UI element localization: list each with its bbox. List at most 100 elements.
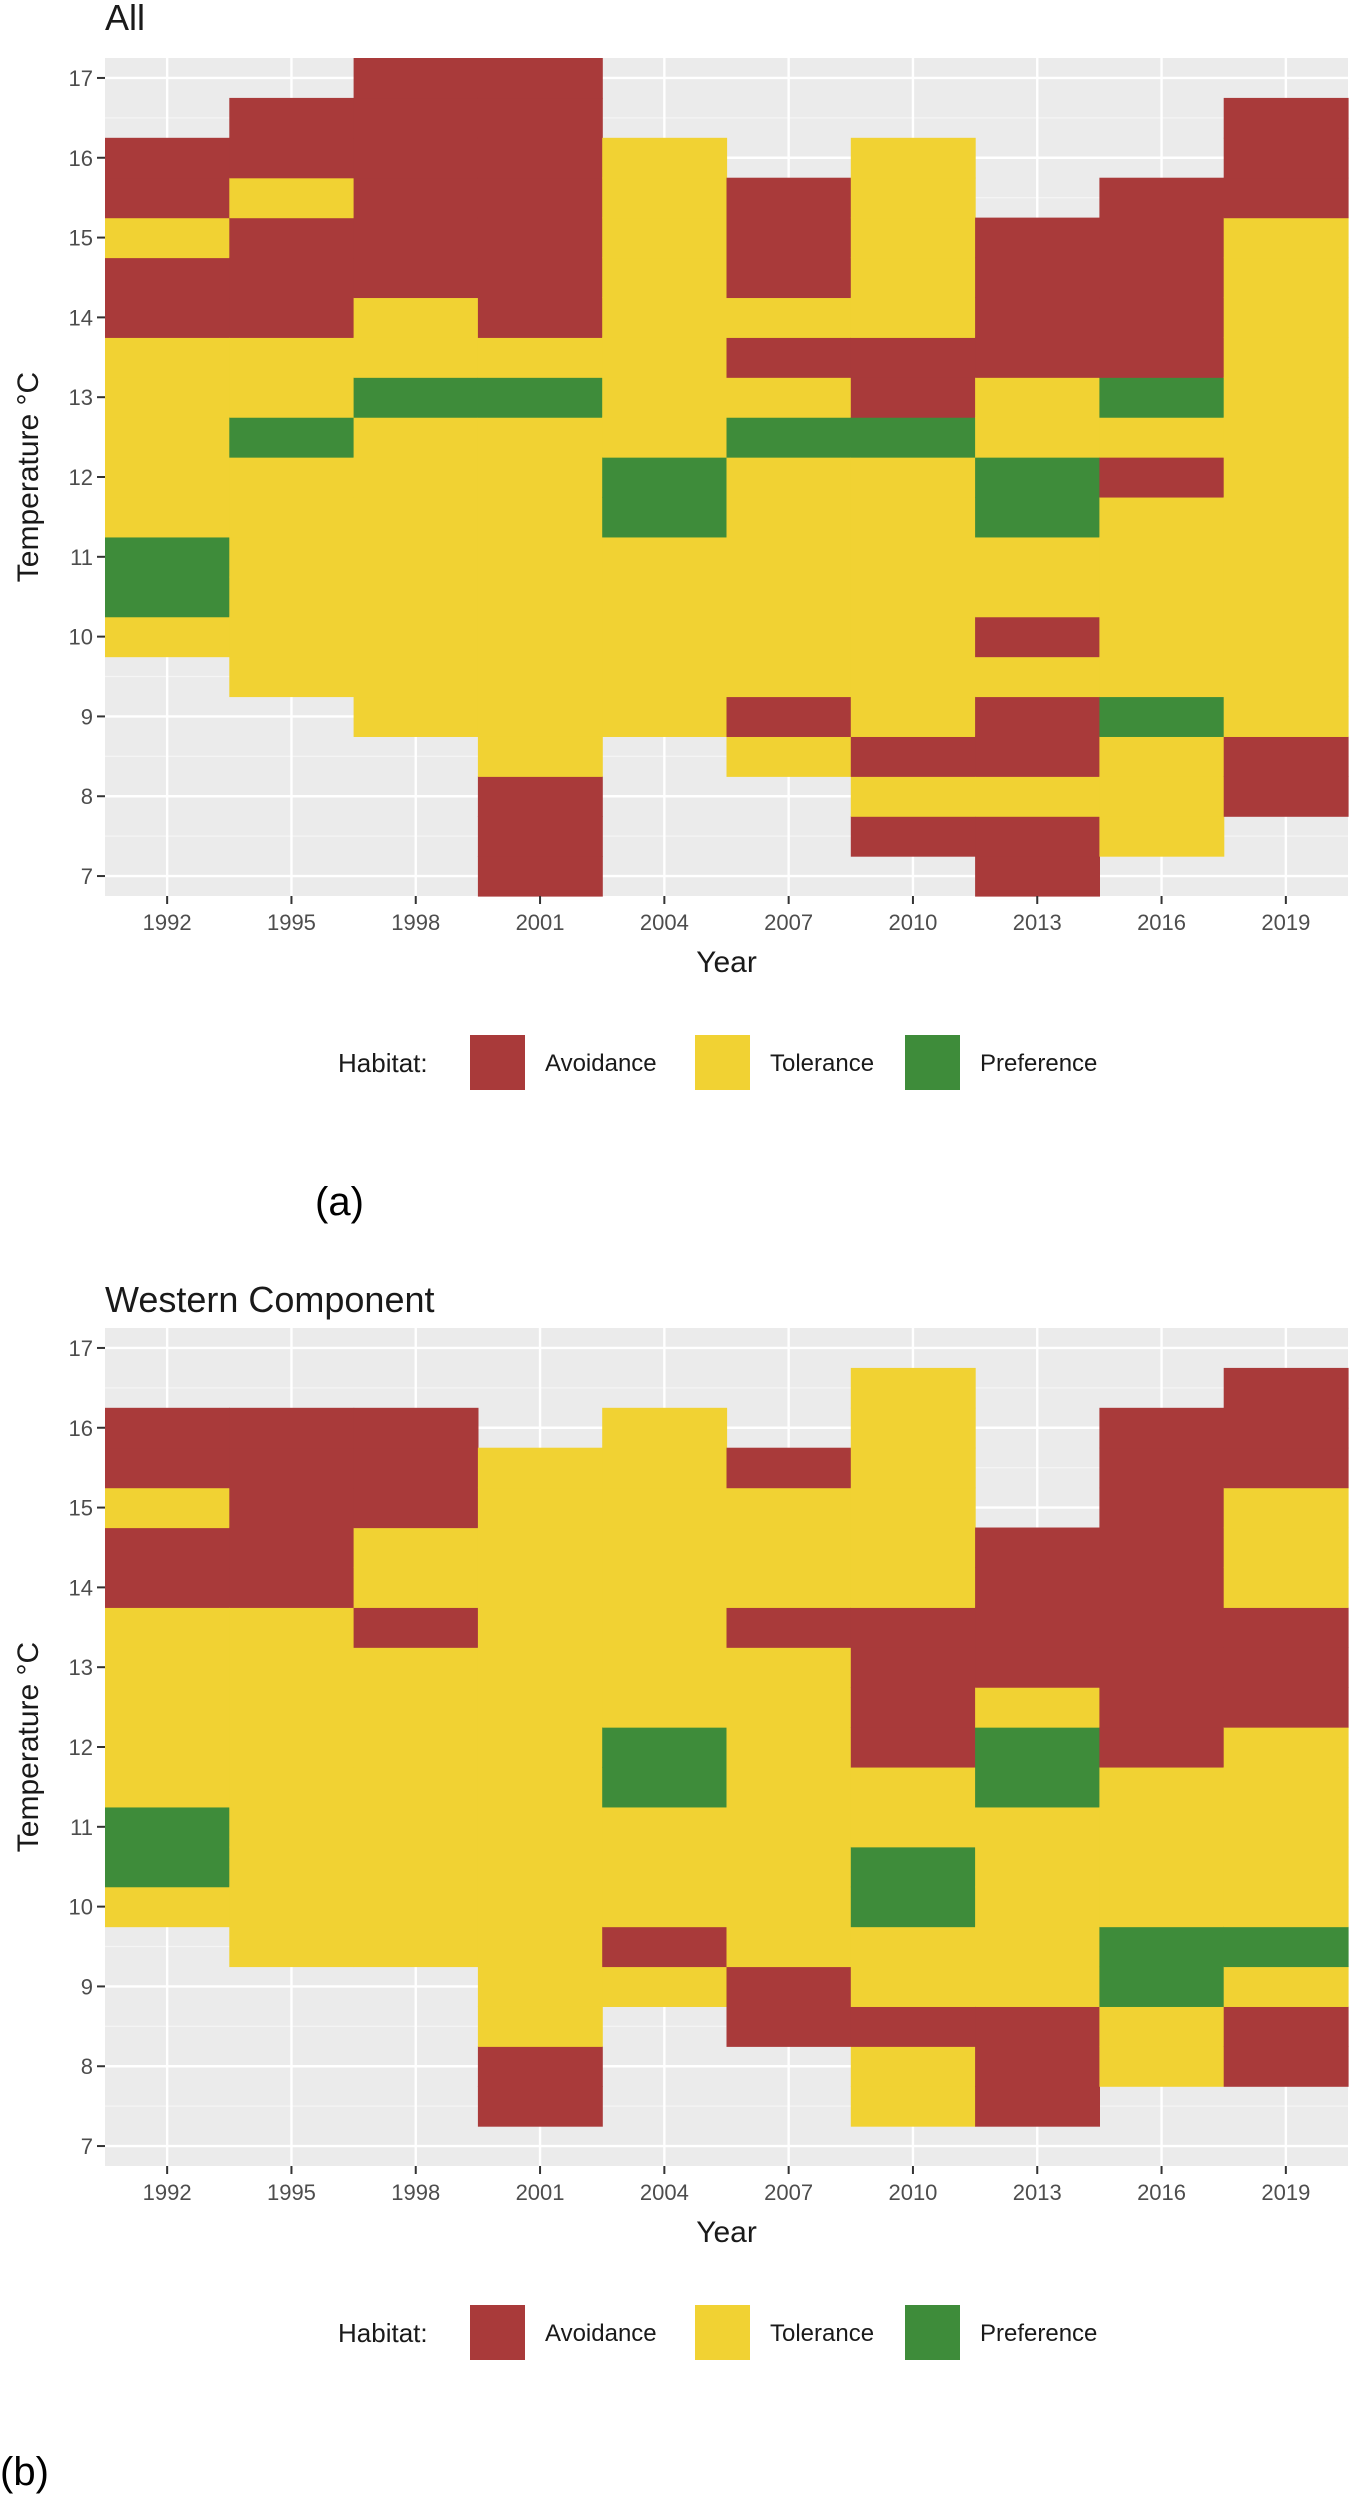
heatmap-cell	[975, 1607, 1100, 1648]
heatmap-cell	[229, 217, 355, 259]
heatmap-cell	[975, 297, 1100, 338]
heatmap-cell	[1099, 457, 1225, 498]
chart-title: Western Component	[105, 1279, 435, 1320]
heatmap-cell	[1099, 177, 1225, 219]
heatmap-cell	[975, 776, 1100, 817]
heatmap-cell	[1223, 1766, 1349, 1808]
heatmap-cell	[850, 816, 976, 857]
heatmap-cell	[726, 1567, 852, 1608]
heatmap-cell	[1223, 1487, 1349, 1529]
heatmap-cell	[477, 297, 603, 338]
heatmap-cell	[975, 576, 1100, 618]
heatmap-cell	[353, 1727, 479, 1768]
heatmap-cell	[353, 417, 479, 458]
x-tick-label: 1992	[143, 2180, 192, 2205]
heatmap-cell	[353, 1447, 479, 1489]
heatmap-cell	[850, 1407, 976, 1449]
heatmap-cell	[477, 1447, 603, 1489]
heatmap-cell	[726, 1687, 852, 1728]
heatmap-cell	[602, 137, 728, 179]
heatmap-cell	[477, 616, 603, 658]
heatmap-cell	[229, 1806, 355, 1848]
heatmap-cell	[1223, 1886, 1349, 1928]
heatmap-cell	[229, 1846, 355, 1888]
heatmap-cell	[105, 1806, 230, 1848]
heatmap-cell	[1099, 1447, 1225, 1489]
heatmap-cell	[975, 217, 1100, 259]
heatmap-cell	[850, 536, 976, 578]
x-tick-label: 2013	[1013, 910, 1062, 935]
heatmap-cell	[105, 1567, 230, 1608]
heatmap-cell	[850, 1886, 976, 1928]
heatmap-cell	[1223, 2006, 1349, 2047]
heatmap-cell	[105, 1766, 230, 1808]
heatmap-cell	[975, 1766, 1100, 1808]
heatmap-cell	[850, 656, 976, 698]
heatmap-cell	[105, 496, 230, 538]
heatmap-cell	[726, 1966, 852, 2007]
heatmap-cell	[477, 2006, 603, 2047]
heatmap-cell	[850, 1846, 976, 1888]
heatmap-cell	[726, 1766, 852, 1808]
heatmap-cell	[229, 1607, 355, 1648]
heatmap-cell	[1099, 1806, 1225, 1848]
heatmap-cell	[726, 496, 852, 538]
heatmap-cell	[477, 856, 603, 897]
heatmap-cell	[726, 417, 852, 458]
heatmap-cell	[1223, 257, 1349, 299]
heatmap-cell	[726, 736, 852, 777]
heatmap-cell	[1099, 816, 1225, 857]
heatmap-cell	[105, 1527, 230, 1569]
x-tick-label: 1995	[267, 910, 316, 935]
x-tick-label: 2016	[1137, 910, 1186, 935]
heatmap-cell	[1099, 297, 1225, 338]
heatmap-cell	[1099, 1567, 1225, 1608]
heatmap-cell	[229, 496, 355, 538]
heatmap-cell	[105, 137, 230, 179]
heatmap-cell	[105, 337, 230, 378]
heatmap-cell	[975, 1727, 1100, 1768]
heatmap-cell	[1099, 1527, 1225, 1569]
heatmap-cell	[975, 856, 1100, 897]
y-tick-label: 13	[69, 385, 93, 410]
heatmap-cell	[602, 1966, 728, 2007]
heatmap-cell	[1099, 377, 1225, 418]
heatmap-cell	[229, 1926, 355, 1968]
heatmap-cell	[477, 417, 603, 458]
heatmap-cell	[353, 1766, 479, 1808]
x-tick-label: 1998	[391, 2180, 440, 2205]
heatmap-cell	[105, 1886, 230, 1928]
heatmap-cell	[353, 1647, 479, 1688]
heatmap-cell	[1223, 656, 1349, 698]
heatmap-cell	[726, 1607, 852, 1648]
heatmap-cell	[477, 457, 603, 498]
x-tick-label: 2007	[764, 2180, 813, 2205]
heatmap-cell	[477, 1647, 603, 1688]
heatmap-cell	[726, 1447, 852, 1489]
heatmap-cell	[1099, 257, 1225, 299]
heatmap-cell	[1099, 1687, 1225, 1728]
heatmap-cell	[477, 1687, 603, 1728]
heatmap-cell	[1223, 97, 1349, 139]
x-tick-label: 2010	[888, 2180, 937, 2205]
heatmap-cell	[477, 2046, 603, 2087]
heatmap-cell	[477, 1567, 603, 1608]
heatmap-cell	[726, 377, 852, 418]
heatmap-cell	[1099, 536, 1225, 578]
heatmap-cell	[105, 297, 230, 338]
heatmap-cell	[353, 58, 479, 99]
heatmap-cell	[1099, 417, 1225, 458]
heatmap-cell	[105, 377, 230, 418]
legend-label-preference: Preference	[980, 1050, 1097, 1077]
heatmap-cell	[850, 1806, 976, 1848]
heatmap-cell	[975, 1886, 1100, 1928]
heatmap-cell	[353, 1527, 479, 1569]
heatmap-cell	[602, 576, 728, 618]
heatmap-cell	[726, 1527, 852, 1569]
heatmap-cell	[353, 457, 479, 498]
y-tick-label: 14	[69, 1575, 93, 1600]
x-tick-label: 2013	[1013, 2180, 1062, 2205]
heatmap-cell	[353, 297, 479, 338]
heatmap-cell	[1099, 1607, 1225, 1648]
heatmap-cell	[1099, 337, 1225, 378]
